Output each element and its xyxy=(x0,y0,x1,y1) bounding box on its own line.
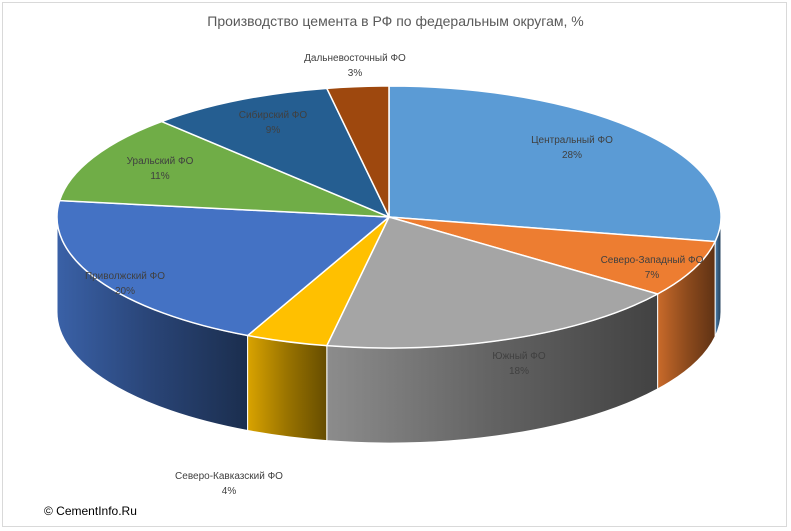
slice-label-name: Южный ФО xyxy=(492,351,545,362)
slice-label-value: 7% xyxy=(645,270,660,281)
slice-label-value: 3% xyxy=(348,68,363,79)
slice-label-value: 11% xyxy=(150,171,169,182)
copyright-text: © CementInfo.Ru xyxy=(44,504,137,518)
slice-label-name: Приволжский ФО xyxy=(85,271,165,282)
pie-slice-сибирский-фо xyxy=(159,87,391,219)
slice-label-name: Уральский ФО xyxy=(127,156,194,167)
chart-title: Производство цемента в РФ по федеральным… xyxy=(207,13,584,29)
pie-slice-приволжский-фо xyxy=(56,199,391,337)
pie-slice-уральский-фо xyxy=(58,120,390,218)
pie-slice-центральный-фо xyxy=(388,85,722,243)
pie-slice-южный-фо xyxy=(325,216,660,349)
pie-slice-дальневосточный-фо xyxy=(325,85,390,218)
slice-label-value: 28% xyxy=(562,150,582,161)
slice-label-name: Дальневосточный ФО xyxy=(304,53,406,64)
slice-label-value: 18% xyxy=(509,366,529,377)
slice-label-value: 9% xyxy=(266,125,281,136)
slice-label-name: Сибирский ФО xyxy=(239,109,308,121)
pie-slice-северо-западный-фо xyxy=(388,216,717,295)
slice-label-value: 20% xyxy=(115,286,135,297)
slice-label-value: 4% xyxy=(222,486,237,497)
slice-label-name: Северо-Западный ФО xyxy=(601,255,704,266)
slice-label-name: Центральный ФО xyxy=(531,135,613,146)
slice-label-name: Северо-Кавказский ФО xyxy=(175,471,283,482)
pie-side-северо-кавказский-фо xyxy=(247,334,328,442)
